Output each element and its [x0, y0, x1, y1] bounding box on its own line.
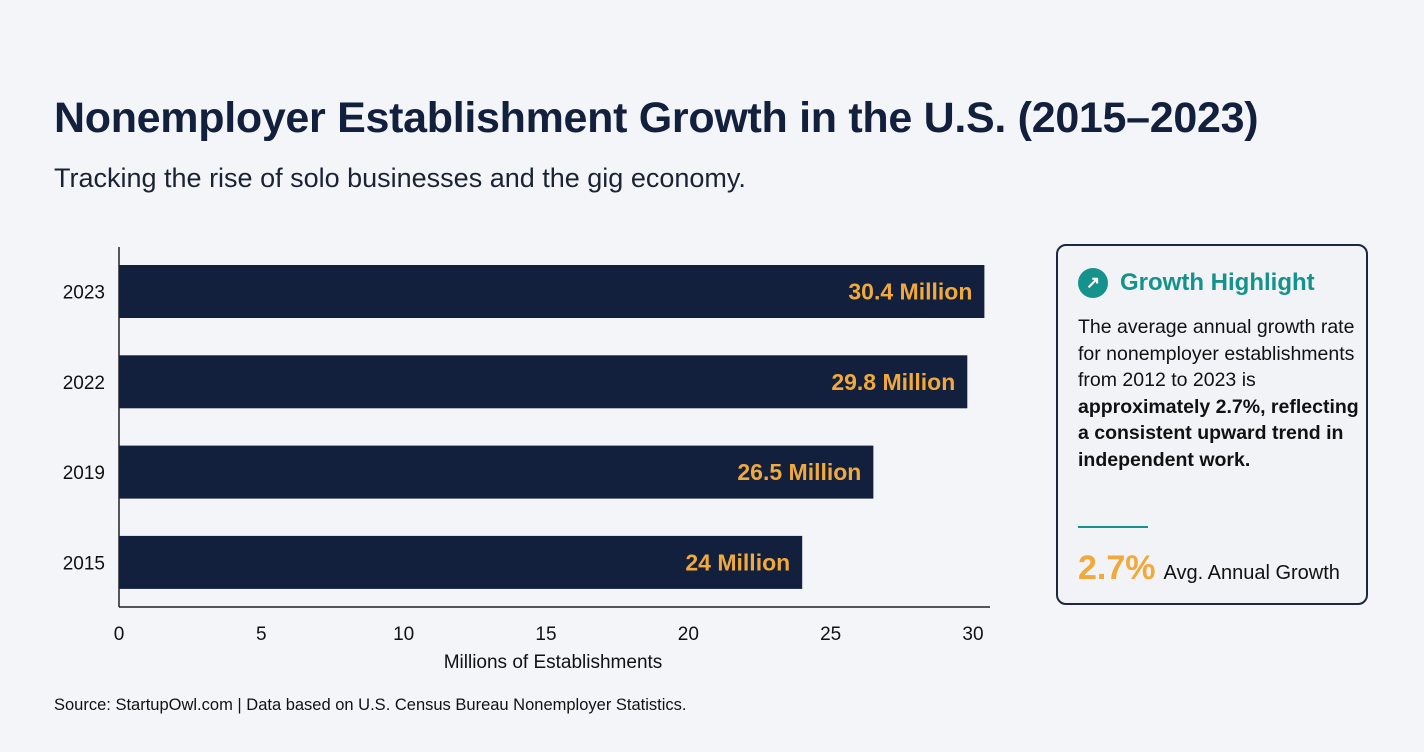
- x-tick-label-15: 15: [535, 624, 556, 645]
- page-subtitle: Tracking the rise of solo businesses and…: [54, 163, 746, 193]
- bar-2023: [119, 265, 985, 318]
- x-tick-label-10: 10: [393, 624, 414, 645]
- card-body: The average annual growth rate for nonem…: [1078, 314, 1363, 473]
- page-title: Nonemployer Establishment Growth in the …: [54, 94, 1259, 142]
- arrow-up-right-icon: ↗: [1078, 268, 1108, 298]
- bar-2019: [119, 445, 874, 499]
- bar-2015: [119, 535, 803, 589]
- bar-2022: [119, 355, 968, 409]
- x-tick-label-0: 0: [114, 624, 125, 645]
- growth-highlight-card: ↗ Growth Highlight The average annual gr…: [1056, 244, 1368, 605]
- card-divider: [1078, 526, 1148, 528]
- data-label-2023: 30.4 Million: [848, 279, 972, 305]
- data-label-2019: 26.5 Million: [737, 459, 861, 485]
- y-tick-label-2019: 2019: [63, 463, 105, 484]
- y-tick-label-2015: 2015: [63, 553, 105, 574]
- data-label-2022: 29.8 Million: [831, 369, 955, 395]
- x-tick-label-20: 20: [678, 624, 699, 645]
- card-body-bold: approximately 2.7%, reflecting a consist…: [1078, 395, 1359, 471]
- source-note: Source: StartupOwl.com | Data based on U…: [54, 696, 687, 714]
- x-tick-label-25: 25: [820, 624, 841, 645]
- y-tick-label-2022: 2022: [63, 373, 105, 394]
- y-tick-label-2023: 2023: [63, 283, 105, 304]
- x-axis-title: Millions of Establishments: [444, 652, 663, 673]
- x-tick-label-5: 5: [256, 624, 267, 645]
- card-body-text: The average annual growth rate for nonem…: [1078, 316, 1355, 391]
- stat-label: Avg. Annual Growth: [1163, 562, 1340, 584]
- stat-value: 2.7%: [1078, 549, 1156, 587]
- card-title: Growth Highlight: [1120, 269, 1315, 296]
- x-tick-label-30: 30: [962, 624, 983, 645]
- data-label-2015: 24 Million: [685, 549, 790, 575]
